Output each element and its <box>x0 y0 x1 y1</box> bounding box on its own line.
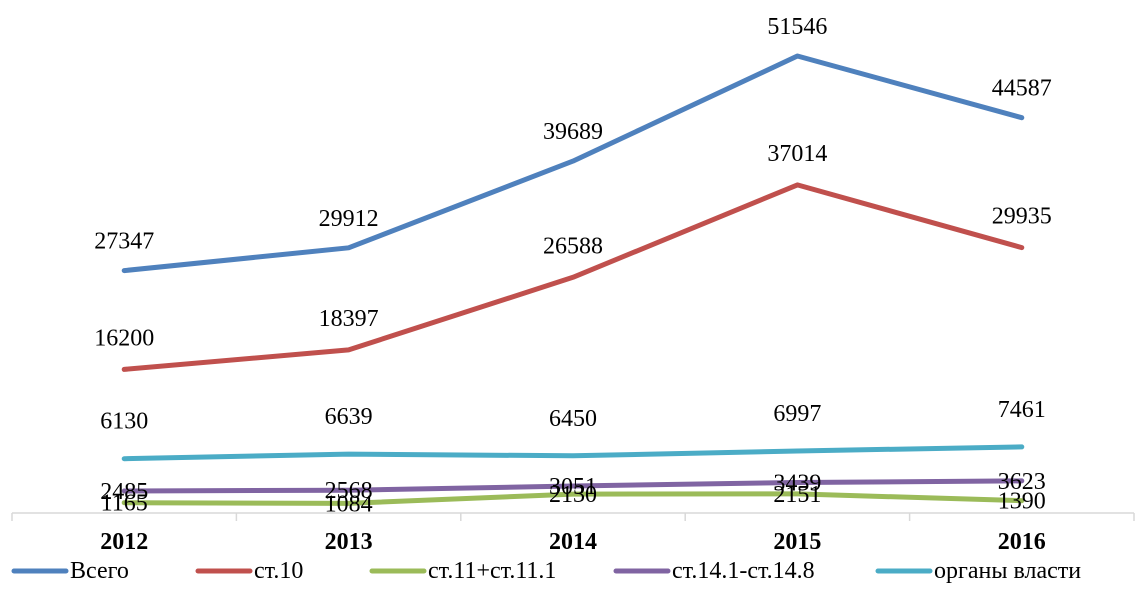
legend-label: органы власти <box>934 558 1081 584</box>
data-label: 16200 <box>94 325 154 351</box>
series-lines <box>121 53 1025 506</box>
data-label: 3623 <box>998 469 1046 495</box>
legend-label: ст.11+ст.11.1 <box>428 558 556 584</box>
category-label-2014: 2014 <box>549 529 597 555</box>
data-label: 6450 <box>549 406 597 432</box>
data-labels: 27347 29912 39689 51546 44587 16200 18397 26588… <box>94 14 1052 517</box>
category-label-2013: 2013 <box>325 529 373 555</box>
data-label: 39689 <box>543 119 603 145</box>
legend-item-4: органы власти <box>875 558 1081 584</box>
series-line-0 <box>121 53 1025 274</box>
legend-label: ст.14.1-ст.14.8 <box>672 558 815 584</box>
category-labels: 2012 2013 2014 2015 2016 <box>100 529 1046 555</box>
legend-item-2: ст.11+ст.11.1 <box>369 558 556 584</box>
data-label: 2130 <box>549 482 597 508</box>
data-label: 2485 <box>100 479 148 505</box>
data-label: 29935 <box>992 204 1052 230</box>
data-label: 26588 <box>543 233 603 259</box>
data-label: 1165 <box>101 491 148 517</box>
data-label: 44587 <box>992 76 1052 102</box>
series-line-2 <box>121 491 1025 506</box>
data-label: 29912 <box>319 206 379 232</box>
data-label: 3439 <box>773 471 821 497</box>
data-label: 3051 <box>549 474 597 500</box>
series-line-4 <box>121 444 1025 462</box>
category-label-2015: 2015 <box>773 529 821 555</box>
data-label: 2151 <box>773 482 821 508</box>
legend-item-3: ст.14.1-ст.14.8 <box>613 558 815 584</box>
data-label: 6130 <box>100 409 148 435</box>
data-label: 2568 <box>325 478 373 504</box>
data-label: 18397 <box>319 306 379 332</box>
category-label-2012: 2012 <box>100 529 148 555</box>
legend-label: ст.10 <box>254 558 303 584</box>
series-line-3 <box>121 478 1025 494</box>
data-label: 1390 <box>998 489 1046 515</box>
legend-label: Всего <box>70 558 129 584</box>
legend-item-1: ст.10 <box>195 558 303 584</box>
data-label: 37014 <box>767 141 827 167</box>
data-label: 27347 <box>94 229 154 255</box>
series-line-1 <box>121 182 1025 372</box>
data-label: 51546 <box>767 14 827 40</box>
data-label: 7461 <box>998 397 1046 423</box>
category-label-2016: 2016 <box>998 529 1046 555</box>
data-label: 1084 <box>325 491 373 517</box>
legend: Всего ст.10 ст.11+ст.11.1 ст.14.1-ст.14.8 ор… <box>11 558 1081 584</box>
data-label: 6997 <box>773 401 821 427</box>
data-label: 6639 <box>325 404 373 430</box>
legend-item-0: Всего <box>11 558 129 584</box>
x-axis-ticks <box>11 513 1135 521</box>
